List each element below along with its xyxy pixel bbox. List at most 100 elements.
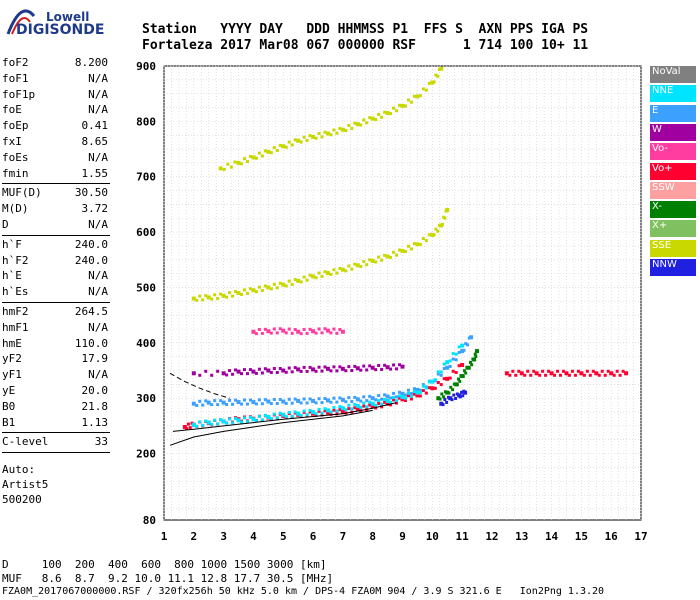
data-point-fill [365,405,369,409]
data-point-fill [463,369,467,373]
data-point-fill [448,364,452,368]
data-point-fill [409,391,413,395]
data-point-w [281,368,286,373]
data-point-fill [457,345,461,349]
x-tick-label: 3 [220,530,227,543]
data-point-vofar [564,371,569,376]
data-point-fill [317,407,321,411]
data-point-w [251,369,256,374]
data-point-vo [340,409,345,414]
data-point-fill [441,403,445,407]
data-point-fill [344,269,348,273]
data-point-fill [240,162,244,166]
data-point-fill [278,367,282,371]
param-value: N/A [88,285,108,299]
lowell-digisonde-logo: Lowell DIGISONDE [6,4,126,44]
param-value: 240.0 [74,253,108,267]
data-point-fill [377,112,381,116]
data-point-fill [409,100,413,104]
data-point-fill [254,332,258,336]
data-point-x [445,390,450,395]
data-point-fill [445,400,449,404]
data-point-fill [226,162,230,166]
y-tick-label: 500 [136,281,156,294]
data-point-fill [451,388,455,392]
data-point-fill [284,401,288,405]
data-point-fill [287,397,291,401]
x-tick-label: 7 [340,530,347,543]
data-point-fill [269,402,273,406]
data-point-fill [398,394,402,398]
data-point-w [266,368,271,373]
data-point-fill [314,331,318,335]
data-point-fill [468,360,472,364]
data-point-fill [344,129,348,133]
data-point-nne [251,417,256,422]
data-point-fill [368,116,372,120]
data-point-fill [198,420,202,424]
data-point-fill [418,242,422,246]
param-key: yF1 [2,368,22,382]
data-point-fill [436,380,440,384]
data-point-fill [287,140,291,144]
data-point-nne [191,422,196,427]
data-point-fill [588,373,592,377]
legend-item-vo: Vo+ [650,162,696,180]
auto-line3: 500200 [2,493,42,507]
data-point-fill [287,279,291,283]
data-point-w [325,366,330,371]
data-point-fill [447,391,451,395]
data-point-fill [314,369,318,373]
data-point-fill [219,399,223,403]
data-point-sse [251,288,256,293]
param-value: N/A [88,218,108,231]
data-point-vofar [504,371,509,376]
data-point-fill [257,398,261,402]
data-point-vo [325,328,330,333]
curve-profile-lower [172,402,397,432]
data-point-fill [308,327,312,331]
data-point-fill [403,399,407,403]
data-point-fill [302,397,306,401]
data-point-fill [320,401,324,405]
data-point-fill [556,369,560,373]
data-point-fill [195,404,199,408]
data-point-sse [445,207,450,212]
data-point-fill [421,384,425,388]
param-value: 8.200 [74,56,108,69]
data-point-fill [293,328,297,332]
data-point-sse2ndhop [415,94,420,99]
data-point-nne [370,401,375,406]
data-point-nne [325,408,330,413]
data-point-fill [451,357,455,361]
data-point-fill [344,408,348,412]
data-point-w [355,366,360,371]
param-value: N/A [88,368,108,382]
data-point-fill [210,403,214,407]
data-point-vo [460,362,465,367]
data-point-fill [424,88,428,92]
data-point-fill [317,397,321,401]
data-point-fill [383,400,387,404]
footer-file-line: FZA0M_2017067000000.RSF / 320fx256h 50 k… [2,586,605,597]
param-value: N/A [88,87,108,101]
data-point-fill [395,395,399,399]
data-point-sse [206,295,211,300]
data-point-fill [582,373,586,377]
data-point-fill [242,416,246,420]
data-point-fill [188,426,192,430]
data-point-fill [275,286,279,290]
data-point-fill [290,282,294,286]
data-point-fill [353,121,357,125]
data-point-fill [406,98,410,102]
data-point-fill [290,143,294,147]
data-point-fill [365,263,369,267]
data-point-e [296,398,301,403]
data-point-fill [353,406,357,410]
data-point-fill [263,327,267,331]
param-key: B1 [2,415,16,429]
data-point-fill [380,397,384,401]
data-point-fill [347,264,351,268]
param-key: foEs [2,150,29,164]
param-row-foe: foE N/A [2,103,108,117]
